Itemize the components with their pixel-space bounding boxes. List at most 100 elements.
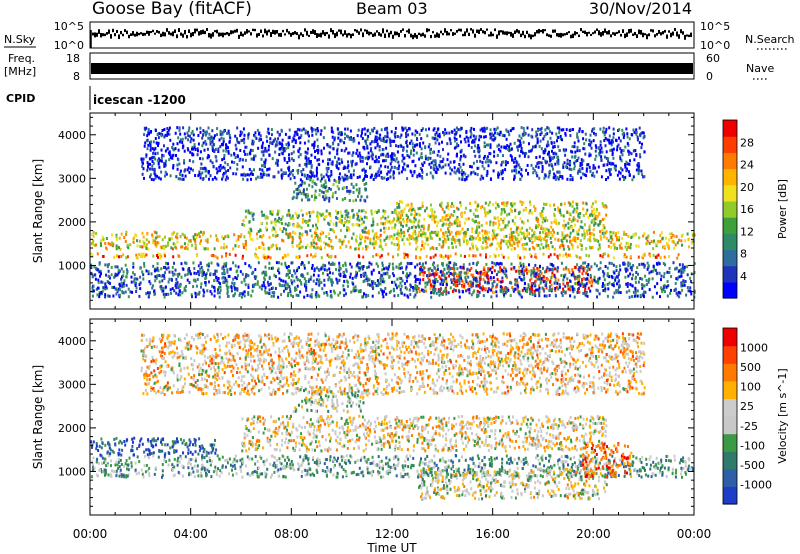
range-gate-cell xyxy=(610,235,613,239)
nsky-sample xyxy=(538,28,540,34)
range-gate-cell xyxy=(125,233,128,236)
range-gate-cell xyxy=(329,228,332,232)
range-gate-cell xyxy=(299,178,302,182)
nsky-sample xyxy=(446,30,448,36)
nsky-sample xyxy=(358,31,360,35)
range-gate-cell xyxy=(374,210,377,214)
range-gate-cell xyxy=(129,243,132,247)
nsky-sample xyxy=(356,29,358,33)
nsky-sample xyxy=(650,29,652,32)
range-gate-cell xyxy=(266,280,269,284)
range-gate-cell xyxy=(511,169,513,173)
range-gate-cell xyxy=(421,170,424,174)
range-gate-cell xyxy=(586,269,589,273)
range-gate-cell xyxy=(270,245,273,248)
range-gate-cell xyxy=(640,131,643,135)
range-gate-cell xyxy=(153,167,156,171)
range-gate-cell xyxy=(141,254,143,258)
range-gate-cell xyxy=(382,277,385,281)
range-gate-cell xyxy=(319,232,322,236)
range-gate-cell xyxy=(439,270,442,274)
range-gate-cell xyxy=(595,264,598,268)
range-gate-cell xyxy=(223,262,226,266)
range-gate-cell xyxy=(449,172,452,176)
range-gate-cell xyxy=(631,295,633,299)
range-gate-cell xyxy=(373,126,376,130)
range-gate-cell xyxy=(384,210,387,214)
range-gate-cell xyxy=(651,295,654,299)
range-gate-cell xyxy=(223,271,226,275)
range-gate-cell xyxy=(350,182,353,186)
range-gate-cell xyxy=(485,253,487,257)
range-gate-cell xyxy=(362,178,364,182)
range-gate-cell xyxy=(376,279,379,283)
range-gate-cell xyxy=(401,238,404,242)
range-gate-cell xyxy=(262,234,265,237)
range-gate-cell xyxy=(439,277,442,281)
range-gate-cell xyxy=(406,294,409,298)
range-gate-cell xyxy=(153,230,156,234)
nsky-sample xyxy=(590,33,592,36)
range-gate-cell xyxy=(336,281,339,285)
range-gate-cell xyxy=(542,278,545,282)
range-gate-cell xyxy=(423,217,426,221)
nsky-sample xyxy=(486,28,488,31)
range-gate-cell xyxy=(201,136,204,140)
range-gate-cell xyxy=(538,273,541,276)
range-gate-cell xyxy=(186,243,189,247)
range-gate-cell xyxy=(302,274,305,278)
range-gate-cell xyxy=(156,262,159,266)
range-gate-cell xyxy=(338,239,341,243)
range-gate-cell xyxy=(287,143,290,147)
range-gate-cell xyxy=(252,283,255,287)
nsky-sample xyxy=(568,31,570,34)
range-gate-cell xyxy=(289,216,292,220)
nsky-sample xyxy=(146,30,148,34)
range-gate-cell xyxy=(269,210,272,214)
range-gate-cell xyxy=(577,214,580,218)
range-gate-cell xyxy=(195,236,198,239)
range-gate-cell xyxy=(365,231,368,235)
range-gate-cell xyxy=(346,215,349,219)
range-gate-cell xyxy=(610,141,612,145)
range-gate-cell xyxy=(216,278,219,282)
range-gate-cell xyxy=(338,180,341,184)
range-gate-cell xyxy=(436,230,439,234)
range-gate-cell xyxy=(312,273,315,277)
nsky-sample xyxy=(96,32,98,37)
range-gate-cell xyxy=(474,200,477,204)
range-gate-cell xyxy=(538,223,540,227)
range-gate-cell xyxy=(432,279,435,283)
range-gate-cell xyxy=(522,247,525,251)
nsky-sample xyxy=(498,30,500,36)
range-gate-cell xyxy=(683,283,686,287)
range-gate-cell xyxy=(536,272,539,276)
range-gate-cell xyxy=(322,195,325,199)
range-gate-cell xyxy=(306,187,308,191)
range-gate-cell xyxy=(254,255,257,258)
range-gate-cell xyxy=(454,221,457,225)
nsky-sample xyxy=(584,30,586,35)
range-gate-cell xyxy=(416,278,419,281)
range-gate-cell xyxy=(391,157,394,161)
range-gate-cell xyxy=(499,246,502,250)
range-gate-cell xyxy=(330,278,333,282)
nsky-sample xyxy=(448,32,450,36)
range-gate-cell xyxy=(558,149,561,152)
range-gate-cell xyxy=(359,233,362,237)
range-gate-cell xyxy=(415,286,418,290)
freq-unit: [MHz] xyxy=(4,65,36,78)
range-gate-cell xyxy=(476,280,479,283)
range-gate-cell xyxy=(440,287,443,291)
range-gate-cell xyxy=(579,242,582,246)
range-gate-cell xyxy=(541,286,544,290)
range-gate-cell xyxy=(433,284,435,288)
range-gate-cell xyxy=(315,183,318,187)
range-gate-cell xyxy=(271,228,274,232)
range-gate-cell xyxy=(685,293,688,297)
range-gate-cell xyxy=(525,168,528,172)
range-gate-cell xyxy=(534,253,537,257)
range-gate-cell xyxy=(194,247,197,250)
range-gate-cell xyxy=(472,277,475,281)
range-gate-cell xyxy=(559,134,562,138)
